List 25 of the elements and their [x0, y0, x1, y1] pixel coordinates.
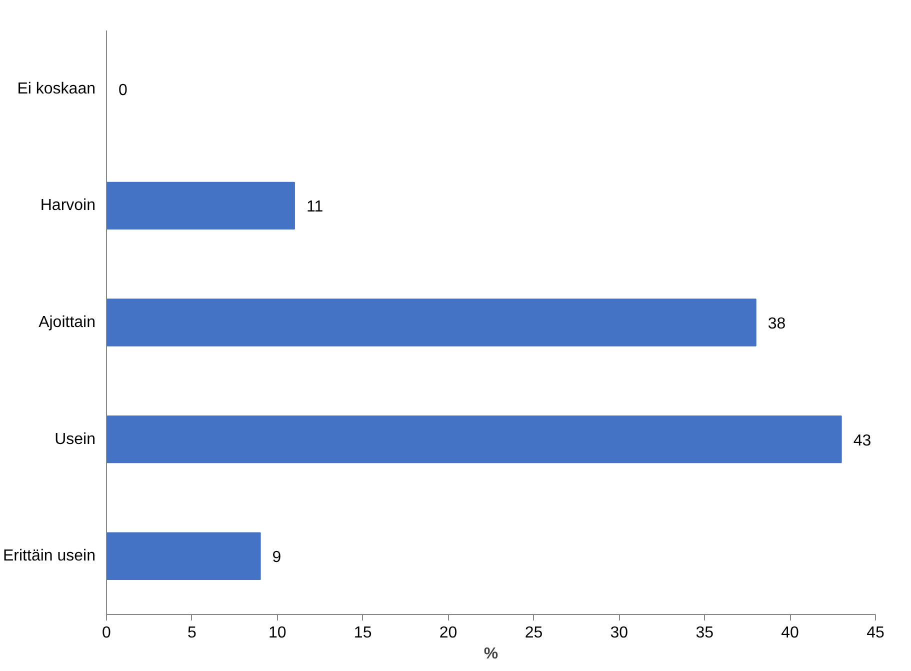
x-tick-label: 15 [354, 624, 372, 642]
x-tick-label: 20 [439, 624, 458, 642]
y-tick-label: Harvoin [40, 197, 96, 214]
data-label: 38 [768, 316, 786, 332]
x-tick-label: 0 [102, 624, 112, 642]
data-label: 43 [853, 432, 872, 450]
y-tick-label: Usein [54, 430, 96, 448]
x-tick-label: 30 [610, 624, 628, 642]
x-tick-label: 5 [187, 624, 196, 642]
y-tick-label: Ei koskaan [17, 80, 96, 98]
x-tick-label: 40 [781, 624, 800, 642]
y-tick-label: Erittäin usein [3, 548, 96, 565]
x-tick-label: 10 [268, 624, 286, 642]
bar [106, 532, 261, 580]
bar [106, 182, 295, 230]
x-tick-label: 35 [696, 624, 714, 642]
y-tick-label: Ajoittain [38, 314, 96, 331]
x-tick-label: 25 [524, 624, 543, 642]
data-label: 9 [272, 549, 282, 566]
data-label: 0 [118, 82, 128, 99]
bar [106, 298, 756, 346]
data-label: 11 [306, 198, 324, 216]
x-axis-title: % [484, 646, 498, 662]
x-tick-label: 45 [866, 624, 884, 642]
bar [106, 415, 842, 464]
